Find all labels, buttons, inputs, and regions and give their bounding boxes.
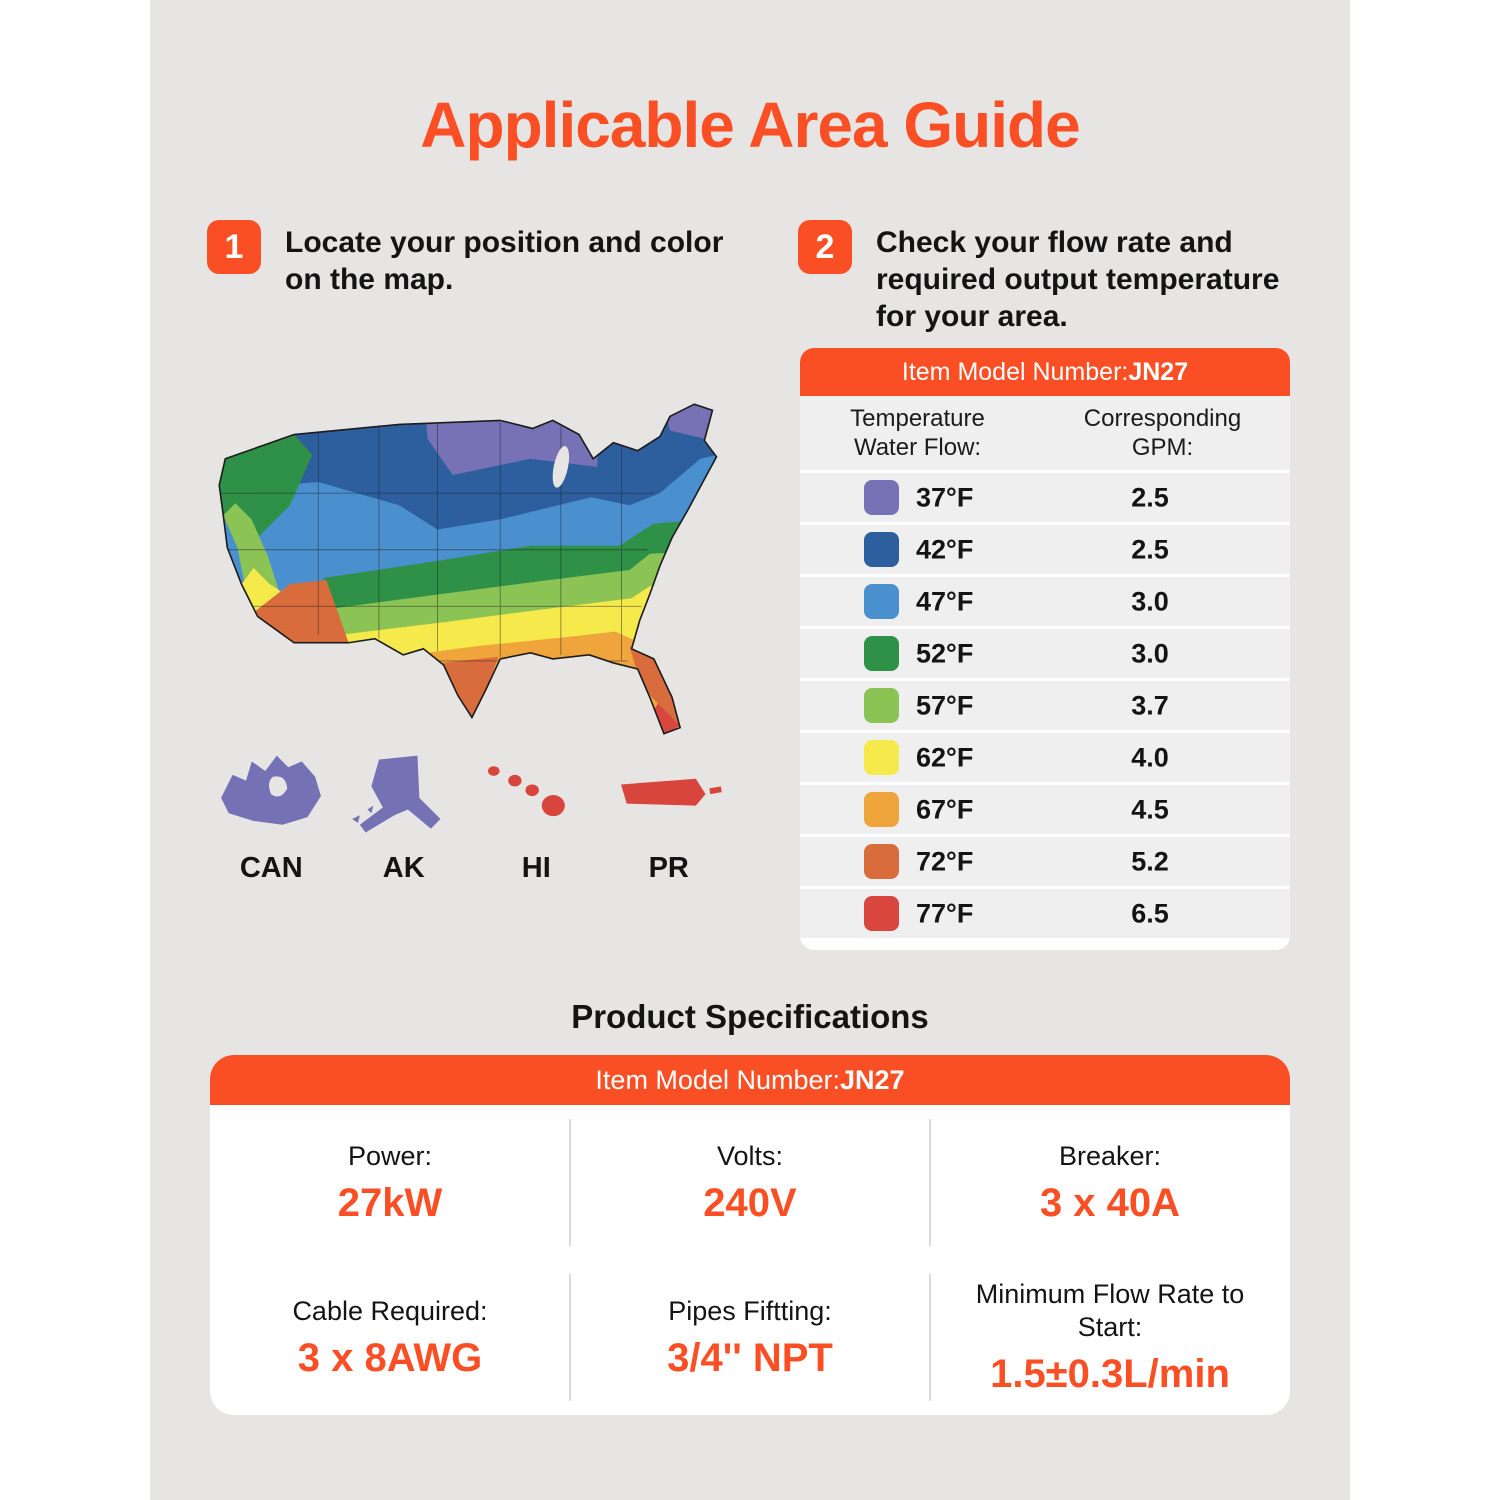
inset-puerto-rico: PR [603, 748, 736, 885]
us-outline [218, 403, 718, 735]
zone-77f-south-florida [650, 703, 681, 734]
step-1-number-badge: 1 [207, 220, 261, 274]
temperature-label: 47°F [916, 586, 974, 616]
step-1: 1 Locate your position and color on the … [207, 220, 767, 298]
product-specs-heading: Product Specifications [571, 998, 929, 1035]
puerto-rico-map-icon [620, 778, 722, 806]
temperature-label: 37°F [916, 482, 974, 512]
flow-table-model-label: Item Model Number: [901, 357, 1129, 386]
temperature-label: 62°F [916, 742, 974, 772]
gpm-value: 2.5 [1131, 534, 1169, 564]
temperature-color-swatch [864, 792, 899, 827]
spec-cell: Cable Required: 3 x 8AWG [210, 1260, 570, 1415]
spec-cell: Volts: 240V [569, 1105, 930, 1260]
flow-table-row: 47°F 3.0 [800, 577, 1290, 626]
spec-value: 27kW [337, 1180, 443, 1225]
step-2: 2 Check your flow rate and required outp… [798, 220, 1298, 335]
gpm-value: 4.0 [1131, 742, 1169, 772]
temperature-color-swatch [864, 584, 899, 619]
spec-cell: Minimum Flow Rate to Start: 1.5±0.3L/min [929, 1260, 1290, 1415]
temperature-label: 77°F [916, 898, 974, 928]
spec-label: Cable Required: [292, 1295, 488, 1326]
flow-table-row: 72°F 5.2 [800, 837, 1290, 886]
lake-michigan [552, 446, 570, 488]
spec-cell: Power: 27kW [210, 1105, 570, 1260]
temperature-color-swatch [864, 844, 899, 879]
canada-map-icon [221, 755, 322, 825]
column-header-gpm: Corresponding GPM: [1083, 405, 1242, 461]
inset-hawaii: HI [470, 748, 603, 885]
step-1-text: Locate your position and color on the ma… [285, 226, 724, 296]
inset-alaska: AK [338, 748, 471, 885]
flow-table-model-header: Item Model Number: JN27 [800, 348, 1290, 396]
temperature-label: 52°F [916, 638, 974, 668]
specs-model-label: Item Model Number: [595, 1064, 841, 1095]
inset-label-can: CAN [239, 852, 303, 884]
hawaii-map-icon [488, 766, 566, 817]
flow-table-row: 52°F 3.0 [800, 629, 1290, 678]
zone-72f-southwest [253, 580, 349, 643]
temperature-label: 57°F [916, 690, 974, 720]
gpm-value: 4.5 [1131, 794, 1169, 824]
flow-rate-table-card: Item Model Number: JN27 Temperature Wate… [800, 348, 1290, 950]
gpm-value: 2.5 [1131, 482, 1169, 512]
temperature-color-swatch [864, 740, 899, 775]
temperature-label: 67°F [916, 794, 974, 824]
temperature-label: 42°F [916, 534, 974, 564]
gpm-value: 5.2 [1131, 846, 1169, 876]
flow-table-row: 77°F 6.5 [800, 889, 1290, 938]
specs-row-1: Power: 27kW Volts: 240V Breaker: 3 x 40A [210, 1105, 1290, 1260]
gpm-value: 3.0 [1131, 586, 1169, 616]
specs-row-2: Cable Required: 3 x 8AWG Pipes Fiftting:… [210, 1260, 1290, 1415]
inset-label-hi: HI [521, 852, 551, 884]
spec-value: 3/4'' NPT [667, 1335, 833, 1380]
spec-value: 240V [703, 1180, 797, 1225]
gpm-value: 3.0 [1131, 638, 1169, 668]
us-climate-map [218, 403, 718, 735]
inset-canada: CAN [205, 748, 338, 885]
gpm-value: 3.7 [1131, 690, 1169, 720]
spec-label: Minimum Flow Rate to Start: [975, 1279, 1245, 1342]
specs-model-banner: Item Model Number: JN27 [210, 1055, 1290, 1105]
alaska-map-icon [351, 755, 441, 833]
temperature-color-swatch [864, 532, 899, 567]
temperature-label: 72°F [916, 846, 974, 876]
temperature-color-swatch [864, 636, 899, 671]
temperature-color-swatch [864, 896, 899, 931]
specs-card: Item Model Number: JN27 Power: 27kW Volt… [210, 1055, 1290, 1415]
inset-label-ak: AK [382, 852, 425, 884]
step-2-number-badge: 2 [798, 220, 852, 274]
spec-label: Pipes Fiftting: [668, 1295, 832, 1326]
spec-cell: Breaker: 3 x 40A [929, 1105, 1290, 1260]
temperature-color-swatch [864, 480, 899, 515]
zone-72f-texas [441, 656, 499, 718]
column-header-temperature: Temperature Water Flow: [850, 405, 985, 461]
flow-table-row: 37°F 2.5 [800, 473, 1290, 522]
spec-label: Breaker: [1058, 1140, 1162, 1171]
flow-table-row: 57°F 3.7 [800, 681, 1290, 730]
flow-table-row: 67°F 4.5 [800, 785, 1290, 834]
zone-72f-florida [629, 646, 681, 726]
spec-value: 1.5±0.3L/min [990, 1352, 1230, 1396]
flow-table-row: 42°F 2.5 [800, 525, 1290, 574]
gpm-value: 6.5 [1131, 898, 1169, 928]
spec-label: Volts: [716, 1140, 784, 1171]
spec-label: Power: [347, 1140, 433, 1171]
inset-label-pr: PR [648, 852, 689, 884]
spec-value: 3 x 8AWG [297, 1335, 483, 1380]
flow-table-row: 62°F 4.0 [800, 733, 1290, 782]
temperature-color-swatch [864, 688, 899, 723]
flow-table-column-headers: Temperature Water Flow: Corresponding GP… [800, 396, 1290, 470]
step-2-text: Check your flow rate and required output… [876, 226, 1280, 333]
specs-model-number: JN27 [840, 1064, 905, 1095]
map-insets: CAN AK HI PR [205, 748, 735, 885]
flow-table-model-number: JN27 [1128, 357, 1189, 386]
spec-cell: Pipes Fiftting: 3/4'' NPT [569, 1260, 930, 1415]
flow-table-rows: 37°F 2.5 42°F 2.5 47°F 3.0 52°F 3.0 57°F… [800, 473, 1290, 938]
spec-value: 3 x 40A [1039, 1180, 1181, 1225]
hawaii-islands [488, 766, 566, 817]
page-title: Applicable Area Guide [420, 89, 1080, 161]
